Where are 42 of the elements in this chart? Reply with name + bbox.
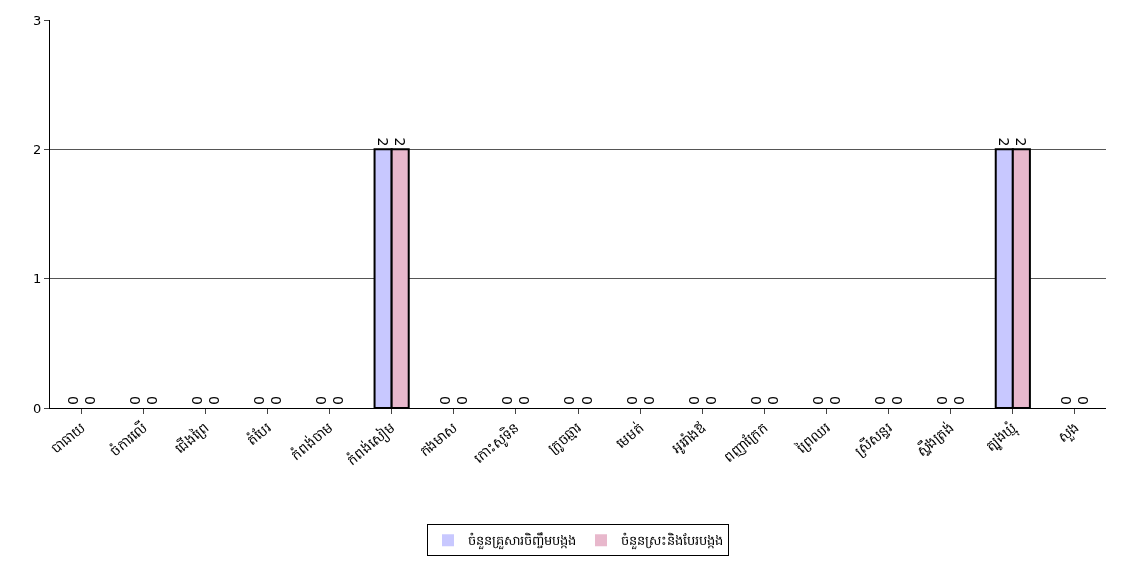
data-label: 2 <box>1013 137 1030 147</box>
data-label: 0 <box>330 396 347 405</box>
data-label: 0 <box>827 396 844 405</box>
data-label: 0 <box>499 396 516 405</box>
data-label: 0 <box>454 396 471 405</box>
data-label: 0 <box>126 396 143 405</box>
data-label: 0 <box>143 396 160 405</box>
y-tick-label: 0 <box>33 400 42 416</box>
y-tick-label: 3 <box>33 12 42 28</box>
y-tick-label: 2 <box>33 141 42 157</box>
data-label: 0 <box>81 396 98 405</box>
data-label: 0 <box>267 396 284 405</box>
data-label: 0 <box>1058 396 1075 405</box>
x-tick-label: តំបែរ <box>242 418 274 449</box>
data-label: 0 <box>640 396 657 405</box>
data-label: 0 <box>889 396 906 405</box>
data-label: 0 <box>685 396 702 405</box>
data-label: 0 <box>437 396 454 405</box>
data-label: 0 <box>516 396 533 405</box>
data-label: 0 <box>747 396 764 405</box>
data-label: 0 <box>205 396 222 405</box>
legend-label: ចំនួនគ្រួសារចិញ្ចឹមបង្កង <box>468 532 576 551</box>
data-label: 0 <box>951 396 968 405</box>
data-label: 2 <box>392 137 409 147</box>
data-label: 0 <box>934 396 951 405</box>
data-label: 0 <box>312 396 329 405</box>
data-label: 0 <box>188 396 205 405</box>
data-label: 2 <box>375 137 392 147</box>
data-label: 0 <box>872 396 889 405</box>
data-label: 0 <box>623 396 640 405</box>
data-label: 0 <box>1075 396 1092 405</box>
data-label: 0 <box>702 396 719 405</box>
data-label: 2 <box>996 137 1013 147</box>
data-label: 0 <box>764 396 781 405</box>
data-label: 0 <box>561 396 578 405</box>
data-label: 0 <box>578 396 595 405</box>
data-label: 0 <box>250 396 267 405</box>
data-label: 0 <box>64 396 81 405</box>
legend-label: ចំនួនស្រះនិងបែរបង្កង <box>621 532 723 551</box>
x-tick-label: សួង <box>1054 419 1083 448</box>
data-label: 0 <box>809 396 826 405</box>
y-tick-label: 1 <box>33 271 42 287</box>
